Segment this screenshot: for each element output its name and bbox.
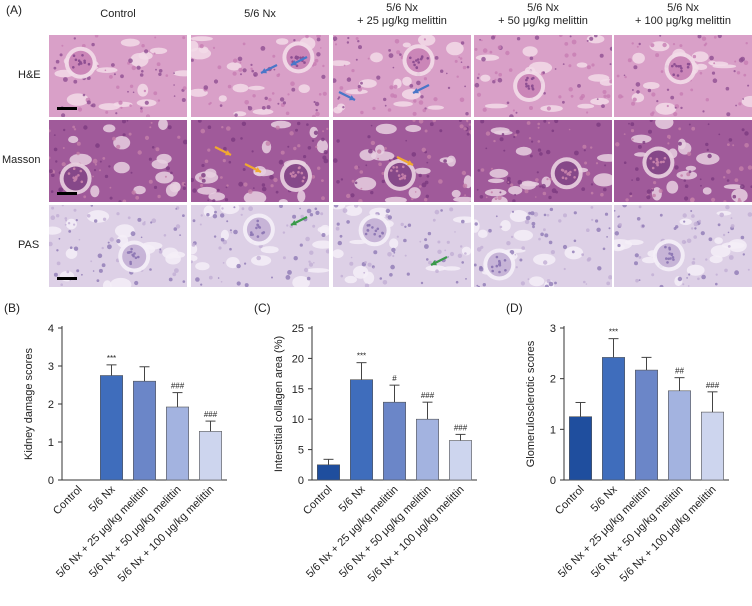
x-tick-label: Control <box>301 484 335 518</box>
y-tick-label: 0 <box>550 475 556 487</box>
chart-b: (B) 0 1 2 3 4 Kidney damage scores Control *** 5/… <box>0 298 250 601</box>
y-tick-label: 2 <box>48 399 54 411</box>
micrograph-tile <box>191 35 329 117</box>
panel-label: (B) <box>4 301 20 315</box>
micrograph-tile <box>49 205 187 287</box>
chart-c: (C) 0 5 10 15 20 25 Interstitial collagen area … <box>250 298 502 601</box>
micrograph-tile <box>191 205 329 287</box>
significance-label: ### <box>706 381 720 390</box>
micrograph-tile <box>474 205 612 287</box>
bar-chart-svg: (C) 0 5 10 15 20 25 Interstitial collagen area … <box>254 301 477 585</box>
micrograph-tile <box>614 35 752 117</box>
micrograph-tile <box>474 35 612 117</box>
y-tick-label: 10 <box>292 414 304 426</box>
y-tick-label: 2 <box>550 374 556 386</box>
bar <box>569 416 593 481</box>
y-axis-label: Glomerulosclerotic scores <box>525 340 537 467</box>
micrograph-tile <box>191 120 329 202</box>
bar <box>100 375 124 481</box>
significance-label: ### <box>204 410 218 419</box>
bar <box>668 390 692 481</box>
x-tick-label: Control <box>51 484 85 518</box>
micrograph-tile <box>49 120 187 202</box>
bar <box>383 401 407 481</box>
x-tick-label: Control <box>553 484 587 518</box>
y-axis-label: Interstitial collagen area (%) <box>273 336 285 472</box>
panel-a-label: (A) <box>6 3 22 17</box>
chart-d: (D) 0 1 2 3 Glomerulosclerotic scores Control *… <box>502 298 752 601</box>
y-tick-label: 1 <box>48 437 54 449</box>
y-tick-label: 1 <box>550 424 556 436</box>
bar-chart-svg: (D) 0 1 2 3 Glomerulosclerotic scores Control *… <box>506 301 729 585</box>
panel-label: (C) <box>254 301 271 315</box>
significance-label: *** <box>357 352 366 361</box>
panel-label: (D) <box>506 301 523 315</box>
column-header: 5/6 Nx + 50 μg/kg melittin <box>498 2 588 27</box>
y-tick-label: 25 <box>292 323 304 335</box>
column-header: 5/6 Nx + 25 μg/kg melittin <box>357 2 447 27</box>
significance-label: ### <box>171 382 185 391</box>
micrograph-tile <box>333 120 471 202</box>
significance-label: *** <box>107 354 116 363</box>
bar <box>602 357 626 481</box>
micrograph-tile <box>333 205 471 287</box>
micrograph-tile <box>474 120 612 202</box>
micrograph-tile <box>333 35 471 117</box>
bar <box>317 464 341 481</box>
bar <box>416 418 440 481</box>
y-tick-label: 0 <box>298 475 304 487</box>
y-tick-label: 3 <box>550 323 556 335</box>
y-tick-label: 3 <box>48 361 54 373</box>
y-tick-label: 15 <box>292 384 304 396</box>
bar <box>166 406 190 481</box>
x-tick-label: 5/6 Nx <box>337 483 368 514</box>
bar-chart-svg: (B) 0 1 2 3 4 Kidney damage scores Control *** 5/… <box>4 301 227 585</box>
bar <box>701 411 725 481</box>
bar <box>350 379 374 481</box>
significance-label: ## <box>675 367 684 376</box>
y-tick-label: 0 <box>48 475 54 487</box>
row-label: H&E <box>18 69 41 81</box>
column-header: 5/6 Nx + 100 μg/kg melittin <box>635 2 731 27</box>
bar <box>199 431 223 481</box>
y-tick-label: 4 <box>48 323 54 335</box>
bar <box>133 380 157 481</box>
bar <box>449 440 473 481</box>
y-tick-label: 5 <box>298 445 304 457</box>
significance-label: # <box>392 374 397 383</box>
bar <box>635 369 659 481</box>
y-axis-label: Kidney damage scores <box>23 348 35 460</box>
column-header: Control <box>100 8 136 20</box>
significance-label: ### <box>421 391 435 400</box>
x-tick-label: 5/6 Nx <box>589 483 620 514</box>
significance-label: *** <box>609 328 618 337</box>
significance-label: ### <box>454 423 468 432</box>
row-label: Masson <box>2 154 41 166</box>
y-tick-label: 20 <box>292 353 304 365</box>
row-label: PAS <box>18 239 40 251</box>
column-header: 5/6 Nx <box>244 8 276 20</box>
micrograph-tile <box>49 35 187 117</box>
micrograph-tile <box>614 205 752 287</box>
micrograph-tile <box>614 120 752 202</box>
x-tick-label: 5/6 Nx <box>87 483 118 514</box>
